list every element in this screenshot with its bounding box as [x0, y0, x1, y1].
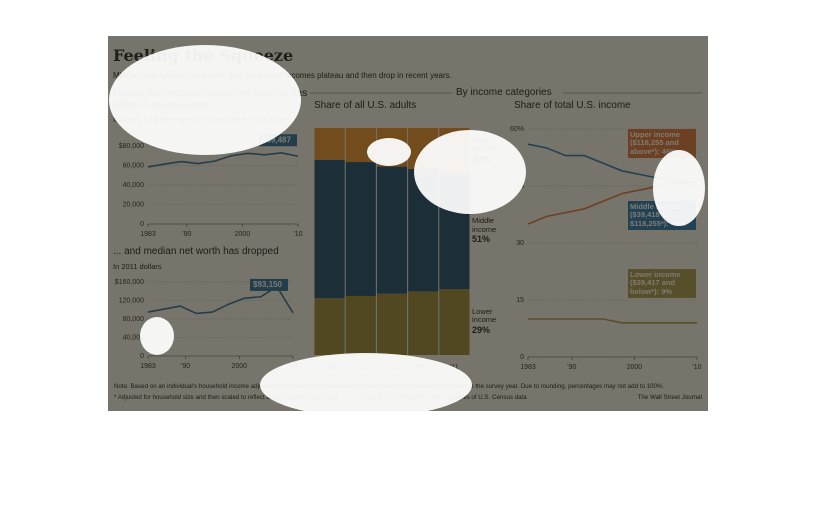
x-tick-label: 2000: [232, 363, 248, 370]
legend-label: Lower income: [472, 308, 497, 325]
note: * Adjusted for household size and then s…: [114, 394, 337, 401]
series-label: Lower income ($39,417 and below*): 9%: [628, 269, 696, 298]
section-title: By income categories: [456, 87, 552, 98]
value-label-box: 51%: [472, 235, 491, 245]
legend-label: Upper income: [472, 136, 497, 153]
subtitle: Middle-class families have seen their ho…: [113, 71, 452, 80]
bar-segment: [376, 293, 408, 355]
y-tick-label: 80,000: [123, 316, 145, 323]
y-tick-label: 30: [516, 240, 524, 247]
y-tick-label: 0: [520, 354, 524, 361]
series-label-box: Upper income ($118,255 and above*): 46%: [628, 129, 696, 158]
title: Feeling the Squeeze: [113, 46, 294, 65]
bar-segment: [345, 162, 376, 296]
x-tick-label: '90: [181, 363, 190, 370]
y-tick-label: 40,000: [123, 182, 145, 189]
x-tick-label: 1983: [140, 231, 156, 238]
series-label: Upper income ($118,255 and above*): 46%: [628, 129, 696, 158]
note: Note: Based on an individual's household…: [114, 383, 665, 390]
x-tick-label: 2001: [415, 364, 431, 371]
chart-title: Middle-tier median household income has …: [113, 87, 308, 112]
bar-segment: [314, 159, 345, 299]
x-tick-label: '10: [692, 364, 701, 371]
value-label-box: 20%: [472, 154, 491, 164]
value-label: 51%: [472, 235, 491, 245]
y-tick-label: 0: [140, 353, 144, 360]
x-tick-label: 1983: [520, 364, 536, 371]
y-tick-label: 0: [140, 221, 144, 228]
y-tick-label: 15: [516, 297, 524, 304]
y-tick-label: 45: [516, 183, 524, 190]
value-label: 29%: [472, 326, 491, 336]
x-tick-label: '81: [356, 364, 365, 371]
bar-segment: [376, 166, 408, 294]
y-tick-label: 60,000: [123, 162, 145, 169]
y-tick-label: 120,000: [119, 297, 144, 304]
x-tick-label: '90: [567, 364, 576, 371]
bar-segment: [376, 128, 408, 167]
chart-title: Share of all U.S. adults: [314, 100, 417, 111]
bar-segment: [408, 291, 439, 355]
bar-segment: [439, 173, 470, 290]
chart-title: ... and median net worth has dropped: [113, 246, 279, 257]
x-tick-label: 2000: [235, 231, 251, 238]
series-label-box: Lower income ($39,417 and below*): 9%: [628, 269, 696, 298]
bar-segment: [408, 168, 439, 292]
x-tick-label: 1983: [140, 363, 156, 370]
legend-label: Middle income: [472, 217, 497, 234]
value-label: $93,150: [253, 280, 282, 289]
x-tick-label: '90: [182, 231, 191, 238]
y-tick-label: $80,000: [119, 143, 144, 150]
y-tick-label: 60%: [510, 126, 524, 133]
y-tick-label: 20,000: [123, 201, 145, 208]
bar-segment: [314, 298, 345, 355]
bar-segment: [314, 128, 345, 160]
x-tick-label: '10: [293, 231, 302, 238]
x-tick-label: 2000: [627, 364, 643, 371]
chart-subtitle: In 2011 dollars: [113, 262, 162, 271]
credit: The Wall Street Journal: [637, 394, 702, 401]
y-tick-label: $160,000: [115, 279, 144, 286]
chart-subtitle: Incomes for a three-person household in …: [113, 115, 291, 124]
chart-title: Share of total U.S. income: [514, 100, 631, 111]
series-label: Middle income ($39,418 to $118,255*): 45…: [628, 201, 696, 230]
bar-segment: [439, 289, 470, 355]
series-label-box: Middle income ($39,418 to $118,255*): 45…: [628, 201, 696, 230]
value-label-box: 29%: [472, 326, 491, 336]
bar-segment: [345, 295, 376, 355]
x-tick-label: '10: [288, 363, 297, 370]
value-label: 20%: [472, 154, 491, 164]
x-tick-label: 1971: [322, 364, 338, 371]
bar-segment: [439, 128, 470, 174]
value-label: $69,487: [262, 135, 291, 144]
x-tick-label: '91: [387, 364, 396, 371]
bar-segment: [345, 128, 376, 163]
bar-segment: [408, 128, 439, 169]
y-tick-label: 40,000: [123, 334, 145, 341]
x-tick-label: '11: [450, 364, 459, 371]
source: Source: Pew Research Center analysis of …: [362, 394, 527, 401]
